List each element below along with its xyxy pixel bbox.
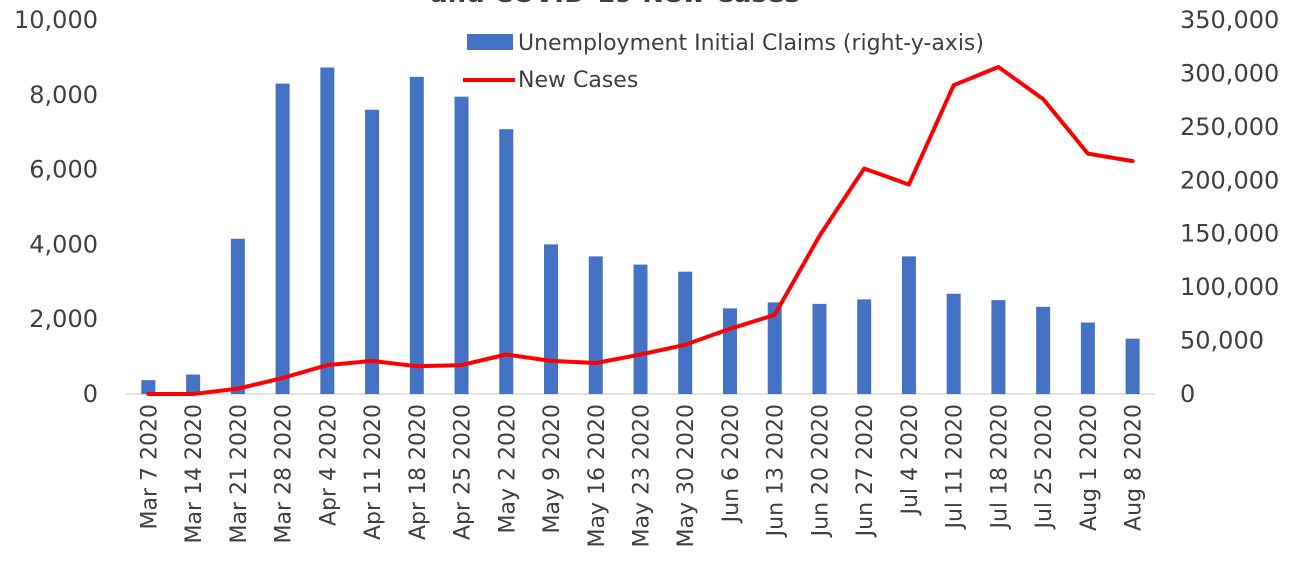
x-axis-tick-label: Jun 20 2020 [808, 404, 833, 538]
bar [588, 256, 603, 394]
bar [991, 300, 1006, 394]
bar [812, 303, 827, 394]
bar [275, 83, 290, 394]
right-axis-tick-label: 250,000 [1180, 113, 1279, 141]
x-axis-tick-label: Apr 25 2020 [451, 404, 476, 540]
x-axis-tick-label: Jul 18 2020 [987, 404, 1012, 531]
x-axis-tick-label: Aug 8 2020 [1122, 404, 1147, 531]
x-axis-tick-label: Mar 7 2020 [137, 404, 162, 529]
legend: Unemployment Initial Claims (right-y-axi… [463, 31, 984, 93]
bar [499, 129, 514, 394]
x-axis-tick-label: Jul 4 2020 [898, 404, 923, 517]
x-axis-tick-label: Jul 25 2020 [1032, 404, 1057, 531]
x-axis-tick-label: Mar 28 2020 [272, 404, 297, 543]
x-axis-tick-label: Apr 4 2020 [316, 404, 341, 526]
bar [901, 256, 916, 394]
left-axis-tick-label: 2,000 [29, 305, 98, 333]
bar [767, 302, 782, 394]
bar [1125, 338, 1140, 394]
left-axis-tick-label: 4,000 [29, 230, 98, 258]
bar-series [141, 67, 1140, 395]
legend-label-line: New Cases [518, 68, 638, 93]
bar [544, 244, 559, 394]
left-axis-tick-label: 6,000 [29, 156, 98, 184]
bar [186, 374, 201, 394]
x-axis-tick-label: Apr 11 2020 [361, 404, 386, 540]
right-axis-tick-label: 50,000 [1180, 327, 1264, 355]
bar [857, 299, 872, 394]
right-axis-tick-label: 300,000 [1180, 59, 1279, 87]
bar [1080, 322, 1095, 394]
x-axis-tick-label: Aug 1 2020 [1077, 404, 1102, 531]
bar [365, 109, 380, 394]
right-axis-tick-label: 100,000 [1180, 273, 1279, 301]
bar [320, 67, 335, 395]
x-axis-tick-label: May 30 2020 [674, 404, 699, 547]
bar [409, 76, 424, 395]
right-axis-tick-label: 200,000 [1180, 166, 1279, 194]
x-axis-tick-label: May 9 2020 [540, 404, 565, 533]
bar [454, 96, 469, 395]
bar [633, 264, 648, 394]
bar [678, 271, 693, 394]
chart-title: and COVID-19 New Cases [430, 0, 800, 9]
legend-label-bar: Unemployment Initial Claims (right-y-axi… [518, 31, 984, 56]
x-axis-tick-label: Mar 21 2020 [227, 404, 252, 543]
right-axis-tick-label: 150,000 [1180, 220, 1279, 248]
bar [141, 380, 156, 394]
right-axis-tick-label: 350,000 [1180, 6, 1279, 34]
left-axis-tick-label: 0 [83, 380, 98, 408]
x-axis-tick-label: Apr 18 2020 [406, 404, 431, 540]
x-axis-tick-label: May 16 2020 [585, 404, 610, 547]
x-axis-tick-label: May 2 2020 [495, 404, 520, 533]
x-axis-tick-label: Jun 6 2020 [719, 404, 744, 524]
x-axis-tick-label: Jun 13 2020 [764, 404, 789, 538]
bar [230, 238, 245, 394]
legend-swatch-bar [467, 34, 513, 50]
x-axis-tick-label: Jun 27 2020 [853, 404, 878, 538]
bar [1036, 306, 1051, 394]
x-axis-ticks: Mar 7 2020 Mar 14 2020 Mar 21 2020 Mar 28 2… [137, 404, 1146, 547]
new-cases-line [146, 65, 1135, 396]
left-axis-tick-label: 8,000 [29, 81, 98, 109]
left-axis-tick-label: 10,000 [14, 6, 98, 34]
bar [722, 308, 737, 394]
bar [946, 293, 961, 394]
x-axis-tick-label: May 23 2020 [630, 404, 655, 547]
left-y-axis: 0 2,000 4,000 6,000 8,000 10,000 [14, 6, 98, 408]
x-axis-tick-label: Mar 14 2020 [182, 404, 207, 543]
right-y-axis: 0 50,000 100,000 150,000 200,000 250,000 300,0… [1180, 6, 1279, 408]
line-series [146, 65, 1135, 396]
right-axis-tick-label: 0 [1180, 380, 1195, 408]
x-axis-tick-label: Jul 11 2020 [943, 404, 968, 531]
